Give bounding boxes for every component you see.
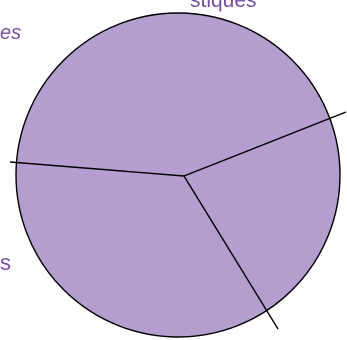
label-fragment: s: [0, 250, 11, 276]
title-fragment: stiques: [190, 0, 257, 13]
subtitle-fragment: es: [0, 22, 21, 45]
